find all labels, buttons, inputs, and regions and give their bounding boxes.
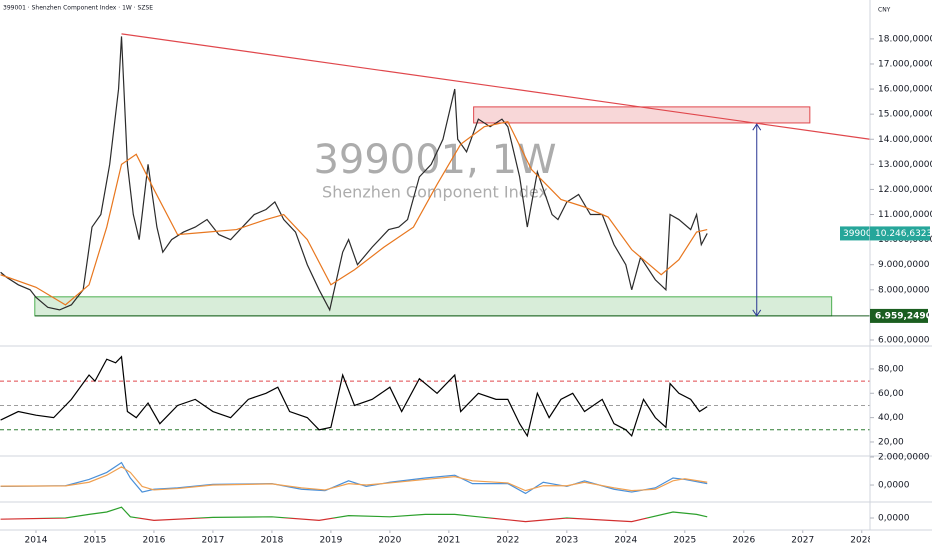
x-tick-label: 2018: [260, 536, 283, 546]
y-tick-label: 16.000,0000: [878, 85, 932, 95]
x-tick-label: 2019: [319, 536, 342, 546]
last-price-label: 10.246,6323: [875, 229, 932, 239]
zone: [34, 296, 833, 317]
y-tick-label: 6.000,0000: [878, 335, 930, 345]
currency: CNY: [878, 7, 891, 14]
arrow-head: [752, 123, 762, 131]
y-tick-label: 11.000,0000: [878, 210, 932, 220]
support-label: 6.959,2490: [875, 311, 932, 321]
symbol-label: 399001: [843, 229, 877, 239]
y-tick-label: 40,00: [878, 413, 904, 423]
x-tick-label: 2027: [791, 536, 814, 546]
x-tick-label: 2017: [201, 536, 224, 546]
x-tick-label: 2028: [850, 536, 873, 546]
time-axis: 2014 2015 2016 2017 2018 2019 2020 2021 2022 2023…: [25, 530, 873, 546]
series-line-negative: [0, 518, 650, 523]
x-tick-label: 2016: [142, 536, 165, 546]
y-tick-label: 2.000,0000: [878, 452, 930, 462]
price-axis: 6.000,00007.000,00008.000,00009.000,0000…: [870, 34, 932, 524]
y-tick-label: 0,0000: [878, 514, 910, 524]
x-tick-label: 2025: [673, 536, 696, 546]
x-tick-label: 2015: [84, 536, 107, 546]
y-tick-label: 14.000,0000: [878, 135, 932, 145]
trendline: [121, 33, 871, 140]
y-tick-label: 0,0000: [878, 481, 910, 491]
x-tick-label: 2023: [555, 536, 578, 546]
watermark-symbol: 399001, 1W: [313, 137, 556, 183]
series-line: [0, 466, 708, 492]
y-tick-label: 8.000,0000: [878, 285, 930, 295]
x-tick-label: 2022: [496, 536, 519, 546]
y-tick-label: 18.000,0000: [878, 34, 932, 44]
plot-area: 399001: [0, 33, 877, 523]
x-tick-label: 2021: [437, 536, 460, 546]
arrow-head: [752, 309, 762, 317]
y-tick-label: 9.000,0000: [878, 260, 930, 270]
chart-header: 399001 · Shenzhen Component Index · 1W ·…: [3, 5, 153, 12]
zone: [473, 106, 811, 124]
watermark-name: Shenzhen Component Index: [322, 183, 548, 202]
last-price-box: [870, 226, 930, 241]
y-tick-label: 13.000,0000: [878, 160, 932, 170]
y-tick-label: 60,00: [878, 389, 904, 399]
support-label-box: [870, 308, 928, 323]
x-tick-label: 2014: [25, 536, 48, 546]
price-axis-background: [870, 0, 932, 550]
series-line-positive: [33, 506, 708, 518]
series-line: [0, 355, 708, 438]
x-tick-label: 2020: [378, 536, 401, 546]
x-tick-label: 2026: [732, 536, 755, 546]
y-tick-label: 80,00: [878, 364, 904, 374]
symbol-label-box: [840, 226, 870, 241]
series-line: [0, 121, 708, 306]
y-tick-label: 15.000,0000: [878, 110, 932, 120]
y-tick-label: 20,00: [878, 437, 904, 447]
x-tick-label: 2024: [614, 536, 637, 546]
y-tick-label: 12.000,0000: [878, 185, 932, 195]
y-tick-label: 17.000,0000: [878, 59, 932, 69]
